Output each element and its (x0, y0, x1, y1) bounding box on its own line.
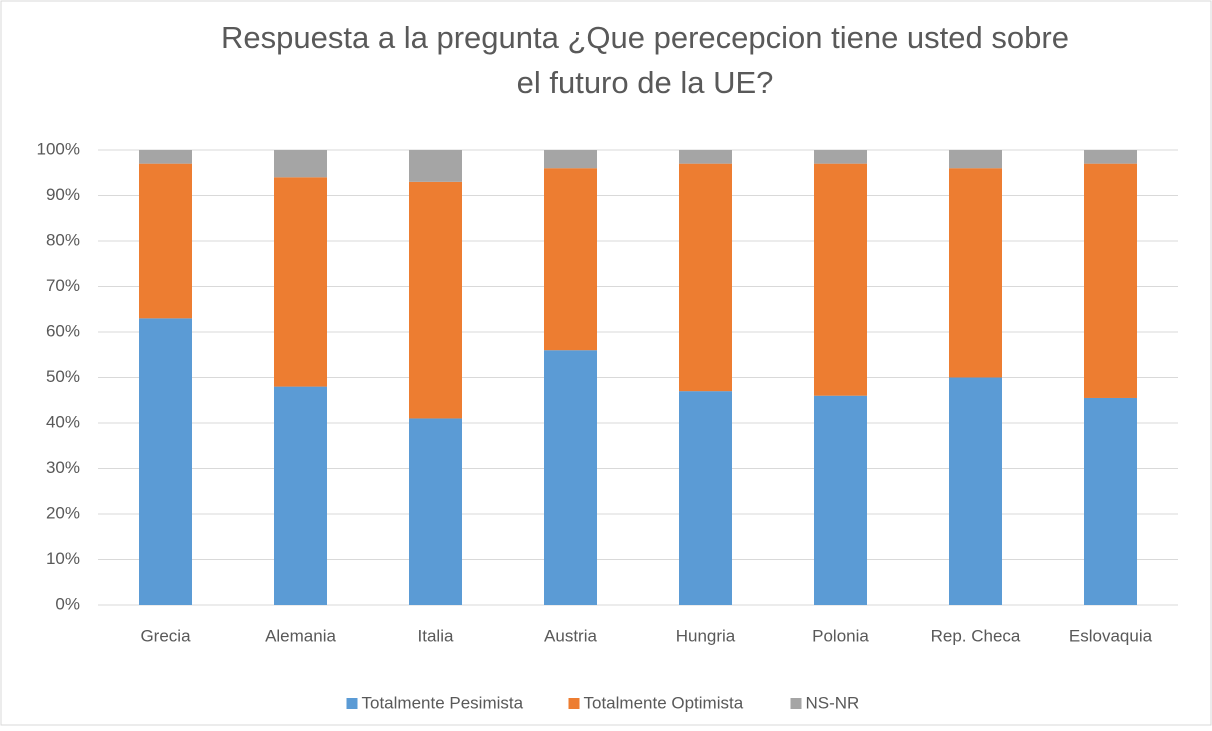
x-tick-label: Rep. Checa (931, 626, 1021, 645)
bar-segment (544, 168, 597, 351)
y-tick-label: 80% (46, 230, 80, 249)
x-tick-label: Italia (418, 626, 454, 645)
bar-segment (544, 150, 597, 169)
y-tick-label: 90% (46, 185, 80, 204)
bar-segment (949, 377, 1002, 605)
x-tick-label: Alemania (265, 626, 336, 645)
y-tick-label: 50% (46, 367, 80, 386)
bar-segment (139, 163, 192, 319)
bar-segment (409, 181, 462, 419)
y-tick-label: 40% (46, 412, 80, 431)
y-tick-label: 60% (46, 321, 80, 340)
legend-label: NS-NR (806, 693, 860, 712)
bar-segment (274, 150, 327, 178)
y-tick-label: 10% (46, 549, 80, 568)
legend-swatch (346, 698, 358, 709)
x-tick-label: Grecia (140, 626, 191, 645)
bar-segment (814, 150, 867, 164)
bar-segment (409, 418, 462, 605)
chart-title: el futuro de la UE? (517, 65, 774, 100)
x-tick-label: Hungria (676, 626, 736, 645)
y-tick-label: 100% (37, 139, 80, 158)
bar-segment (409, 150, 462, 182)
x-tick-label: Eslovaquia (1069, 626, 1153, 645)
legend-swatch (790, 698, 802, 709)
bar-segment (1084, 397, 1137, 605)
bar-segment (679, 163, 732, 392)
bar-segment (814, 395, 867, 605)
bar-segment (1084, 150, 1137, 164)
x-tick-label: Austria (544, 626, 597, 645)
x-tick-label: Polonia (812, 626, 869, 645)
legend-swatch (568, 698, 580, 709)
bar-segment (949, 168, 1002, 378)
y-tick-label: 70% (46, 276, 80, 295)
bar-segment (1084, 163, 1137, 398)
y-tick-label: 0% (55, 594, 80, 613)
bar-segment (139, 150, 192, 164)
y-tick-label: 20% (46, 503, 80, 522)
legend-label: Totalmente Optimista (584, 693, 744, 712)
bar-segment (544, 350, 597, 605)
bar-segment (139, 318, 192, 605)
chart-title: Respuesta a la pregunta ¿Que perecepcion… (221, 20, 1069, 55)
bar-segment (949, 150, 1002, 169)
legend-label: Totalmente Pesimista (362, 693, 524, 712)
bar-segment (679, 150, 732, 164)
bar-segment (679, 391, 732, 605)
y-tick-label: 30% (46, 458, 80, 477)
bar-segment (814, 163, 867, 396)
bar-segment (274, 177, 327, 387)
bar-segment (274, 386, 327, 605)
